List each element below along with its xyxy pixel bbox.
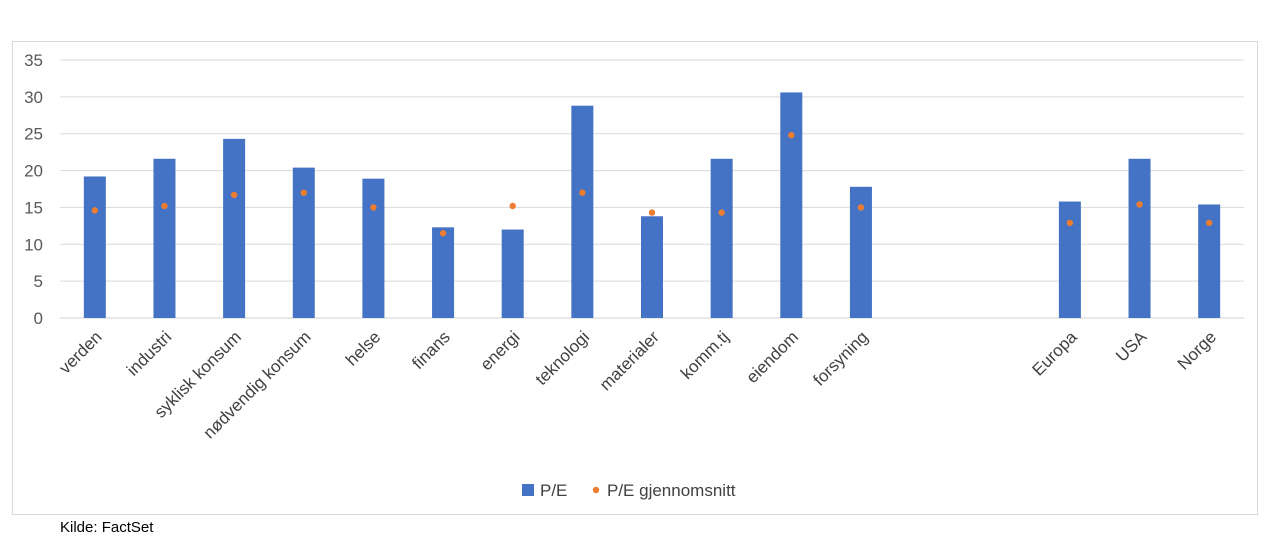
chart-frame [12, 41, 1258, 515]
x-tick-label: komm.tj [677, 327, 733, 383]
point-pe-average [300, 189, 307, 196]
bar-pe [501, 229, 524, 318]
bar-pe [1058, 201, 1081, 318]
point-pe-average [230, 191, 238, 199]
bar-pe [641, 216, 663, 318]
x-tick-label: forsyning [810, 327, 872, 389]
legend-label-pe-average: P/E gjennomsnitt [607, 481, 736, 500]
point-pe-average [648, 209, 656, 216]
point-pe-average [161, 202, 168, 210]
bar-pe [83, 176, 106, 318]
bar-pe [1128, 158, 1151, 318]
y-tick-label: 5 [34, 272, 43, 291]
bar-pe [710, 158, 733, 318]
x-tick-label: materialer [596, 327, 663, 394]
point-pe-average [1205, 219, 1213, 227]
x-tick-label: Norge [1174, 327, 1220, 373]
bar-pe [780, 92, 803, 318]
source-note: Kilde: FactSet [60, 519, 154, 536]
bar-pe [849, 186, 872, 318]
x-tick-label: USA [1112, 327, 1151, 366]
x-tick-label: Europa [1029, 327, 1082, 380]
bar-pe [153, 158, 176, 318]
bar-pe [1198, 204, 1221, 318]
y-tick-label: 0 [34, 309, 43, 328]
y-tick-label: 15 [24, 198, 43, 217]
point-pe-average [1066, 219, 1074, 227]
y-tick-label: 10 [24, 235, 43, 254]
x-tick-label: verden [55, 327, 105, 377]
bar-pe [292, 167, 315, 318]
x-tick-label: eiendom [743, 327, 803, 387]
dot-series [91, 131, 1213, 237]
x-tick-label: energi [477, 327, 524, 374]
legend-swatch-pe [522, 484, 534, 496]
legend: P/E P/E gjennomsnitt [522, 481, 736, 500]
legend-swatch-pe-average [592, 486, 600, 494]
point-pe-average [857, 204, 865, 211]
bar-pe [223, 138, 246, 318]
point-pe-average [1136, 201, 1143, 208]
y-axis: 0 5 10 15 20 25 30 35 [24, 51, 43, 328]
y-tick-label: 35 [24, 51, 43, 70]
y-tick-label: 25 [24, 125, 43, 144]
bar-pe [362, 178, 385, 318]
point-pe-average [718, 209, 725, 216]
gridlines [60, 59, 1244, 319]
point-pe-average [439, 230, 447, 237]
x-tick-label: teknologi [532, 327, 594, 389]
bar-series [83, 92, 1221, 319]
x-tick-label: finans [408, 327, 454, 373]
point-pe-average [91, 207, 99, 214]
y-tick-label: 20 [24, 162, 43, 181]
point-pe-average [370, 204, 377, 211]
y-tick-label: 30 [24, 88, 43, 107]
point-pe-average [788, 131, 795, 139]
bar-pe [571, 105, 594, 319]
legend-label-pe: P/E [540, 481, 567, 500]
bar-pe [432, 227, 455, 318]
x-tick-label: industri [123, 327, 175, 379]
point-pe-average [579, 189, 586, 196]
x-tick-label: helse [342, 327, 384, 369]
point-pe-average [509, 202, 516, 210]
